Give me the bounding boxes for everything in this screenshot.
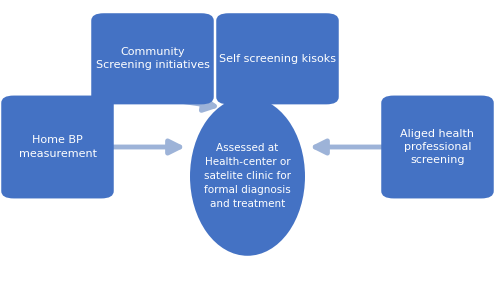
Text: Assessed at
Health-center or
satelite clinic for
formal diagnosis
and treatment: Assessed at Health-center or satelite cl… — [204, 143, 291, 209]
FancyBboxPatch shape — [382, 96, 494, 198]
Text: Community
Screening initiatives: Community Screening initiatives — [96, 47, 210, 70]
Text: Aliged health
professional
screening: Aliged health professional screening — [400, 129, 474, 165]
FancyBboxPatch shape — [91, 13, 214, 104]
Ellipse shape — [190, 97, 305, 256]
Text: Self screening kisoks: Self screening kisoks — [219, 54, 336, 64]
FancyBboxPatch shape — [2, 96, 114, 198]
Text: Home BP
measurement: Home BP measurement — [18, 136, 96, 158]
FancyBboxPatch shape — [216, 13, 339, 104]
